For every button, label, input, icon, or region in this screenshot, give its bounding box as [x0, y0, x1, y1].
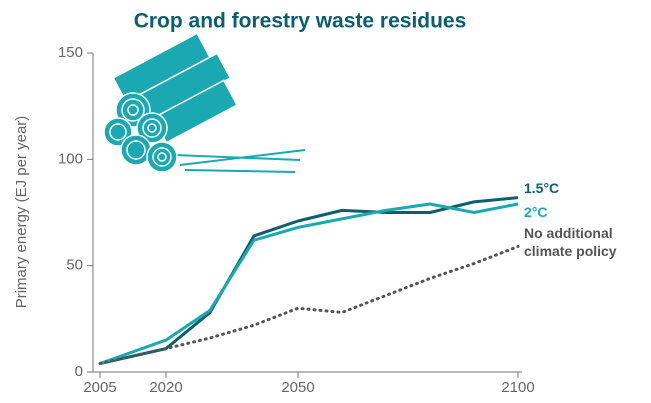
- series-label: 1.5°C: [524, 179, 560, 196]
- series-line: [99, 202, 519, 365]
- x-tick-label: 2005: [83, 379, 116, 396]
- logs-illustration: [103, 32, 306, 173]
- y-tick-label: 100: [58, 150, 83, 167]
- y-tick-label: 50: [66, 257, 83, 274]
- y-tick-label: 0: [75, 363, 83, 380]
- chart-title: Crop and forestry waste residues: [134, 10, 467, 33]
- series-label: No additional climate policy: [524, 224, 617, 259]
- y-tick-label: 150: [58, 44, 83, 61]
- x-tick-label: 2100: [501, 379, 534, 396]
- x-tick-label: 2020: [149, 379, 182, 396]
- series-label: 2°C: [524, 203, 548, 220]
- y-axis-label: Primary energy (EJ per year): [13, 116, 30, 309]
- series-line: [98, 245, 520, 365]
- x-tick-label: 2050: [281, 379, 314, 396]
- series-line: [99, 196, 519, 365]
